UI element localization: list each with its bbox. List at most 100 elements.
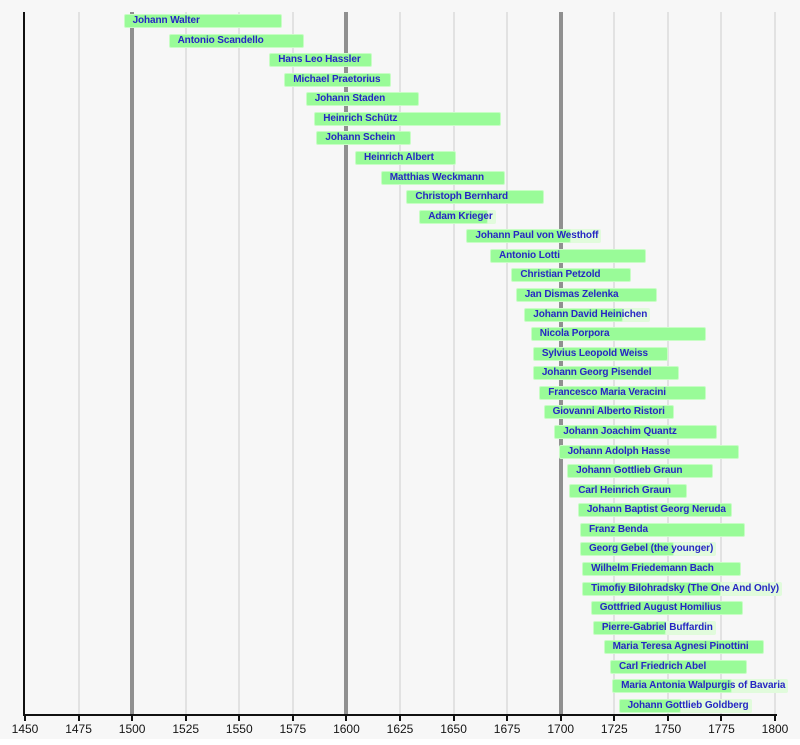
timeline-row: Adam Krieger Adam Krieger: [0, 209, 800, 226]
axis-tick: [774, 716, 776, 721]
axis-tick-label: 1625: [386, 722, 414, 736]
gridline-minor: [77, 12, 80, 714]
timeline-row: Francesco Maria Veracini Francesco Maria…: [0, 385, 800, 402]
bar-label: Giovanni Alberto Ristori: [552, 406, 665, 418]
timeline-row: Heinrich Albert Heinrich Albert: [0, 151, 800, 167]
timeline-row: Christoph Bernhard Christoph Bernhard: [0, 190, 800, 206]
timeline-bar: [582, 562, 741, 576]
bar-label: Johann Schein: [325, 132, 396, 144]
timeline-row: Hans Leo Hassler Hans Leo Hassler: [0, 53, 800, 69]
gridline-minor: [506, 12, 509, 714]
bottom-strip: [0, 739, 800, 745]
timeline-bar: [515, 288, 658, 302]
timeline-bar: [554, 425, 718, 439]
bar-label: Johann Baptist Georg Neruda: [586, 504, 726, 516]
bar-label: Sylvius Leopold Weiss: [541, 347, 648, 359]
timeline-bar: [603, 640, 765, 655]
timeline-row: Matthias Weckmann Matthias Weckmann: [0, 170, 800, 187]
timeline-row: Johann Adolph Hasse Johann Adolph Hasse: [0, 444, 800, 461]
timeline-bar: [406, 190, 544, 205]
axis-tick-label: 1675: [493, 722, 521, 736]
axis-tick: [184, 716, 187, 721]
bar-label: Christian Petzold: [520, 269, 601, 281]
bar-label: Franz Benda: [589, 523, 648, 535]
bar-label: Maria Antonia Walpurgis of Bavaria: [621, 680, 786, 692]
timeline-row: Maria Teresa Agnesi Pinottini Maria Tere…: [0, 640, 800, 656]
timeline-bar: [123, 14, 283, 28]
timeline-row: Johann Joachim Quantz Johann Joachim Qua…: [0, 425, 800, 441]
axis-tick: [506, 716, 509, 721]
timeline-bar: [590, 601, 743, 616]
timeline-row: Johann Gottlieb Graun Johann Gottlieb Gr…: [0, 464, 800, 480]
timeline-row: Antonio Lotti Antonio Lotti: [0, 248, 800, 265]
bar-label: Christoph Bernhard: [415, 191, 509, 203]
timeline-row: Giovanni Alberto Ristori Giovanni Albert…: [0, 405, 800, 421]
timeline-bar: [543, 405, 675, 420]
timeline-bar: [316, 131, 411, 146]
timeline-bar: [539, 385, 707, 400]
timeline-row: Antonio Scandello Antonio Scandello: [0, 33, 800, 50]
timeline-bar: [524, 307, 623, 322]
bar-label: Adam Krieger: [428, 210, 493, 222]
axis-tick: [131, 716, 134, 721]
timeline-bar: [580, 542, 675, 557]
bar-label: Antonio Lotti: [499, 249, 560, 261]
gridline-minor: [720, 12, 723, 714]
bar-label: Johann Joachim Quantz: [563, 426, 677, 437]
timeline-row: Johann Georg Pisendel Johann Georg Pisen…: [0, 366, 800, 382]
bar-label: Pierre-Gabriel Buffardin: [601, 621, 713, 633]
timeline-bar: [610, 659, 748, 674]
gridline-minor: [291, 12, 294, 714]
axis-tick-label: 1800: [761, 722, 789, 736]
axis-tick-label: 1525: [172, 722, 200, 736]
axis-tick-label: 1475: [65, 722, 92, 736]
timeline-bar: [530, 327, 707, 342]
timeline-bar: [577, 503, 733, 518]
bar-label: Johann Gottlieb Goldberg: [627, 700, 749, 711]
gridline-minor: [184, 12, 187, 714]
axis-tick-label: 1500: [118, 722, 146, 736]
timeline-row: Johann Walter Johann Walter: [0, 14, 800, 30]
bar-label: Matthias Weckmann: [389, 171, 484, 183]
axis-tick-label: 1575: [279, 722, 307, 736]
timeline-bar: [612, 679, 733, 694]
timeline-bar: [314, 111, 501, 126]
bar-label: Johann Staden: [314, 93, 386, 105]
timeline-row: Johann Schein Johann Schein: [0, 131, 800, 147]
timeline-bar: [511, 268, 632, 283]
timeline-row: Maria Antonia Walpurgis of Bavaria Maria…: [0, 679, 800, 695]
bar-label: Johann Gottlieb Graun: [576, 465, 683, 477]
timeline-row: Johann Paul von Westhoff Johann Paul von…: [0, 229, 800, 245]
bar-label: Timofiy Bilohradsky (The One And Only): [591, 582, 780, 594]
timeline-row: Johann Gottlieb Goldberg Johann Gottlieb…: [0, 699, 800, 715]
gridline-minor: [399, 12, 401, 714]
axis-tick-label: 1550: [225, 722, 253, 736]
bar-label: Antonio Scandello: [177, 34, 264, 46]
timeline-row: Carl Heinrich Graun Carl Heinrich Graun: [0, 483, 800, 500]
timeline-bar: [305, 92, 420, 107]
timeline-row: Nicola Porpora Nicola Porpora: [0, 327, 800, 343]
axis-tick: [720, 716, 723, 721]
timeline-bar: [569, 483, 688, 498]
axis-tick: [399, 716, 401, 721]
gridline-minor: [774, 12, 776, 714]
axis-tick: [345, 716, 348, 721]
x-axis-line: [23, 714, 777, 716]
timeline-bar: [168, 33, 304, 48]
timeline-bar: [269, 53, 373, 68]
axis-tick: [77, 716, 80, 721]
timeline-bar: [284, 72, 392, 87]
timeline-bar: [490, 248, 647, 263]
timeline-row: Jan Dismas Zelenka Jan Dismas Zelenka: [0, 288, 800, 304]
timeline-bar: [582, 581, 722, 596]
timeline-row: Johann David Heinichen Johann David Hein…: [0, 307, 800, 324]
bar-label: Heinrich Schütz: [323, 112, 398, 124]
axis-tick-label: 1650: [440, 722, 467, 736]
timeline-bar: [592, 620, 666, 635]
timeline-row: Christian Petzold Christian Petzold: [0, 268, 800, 284]
timeline-row: Heinrich Schütz Heinrich Schütz: [0, 111, 800, 128]
axis-tick: [613, 716, 616, 721]
axis-tick: [291, 716, 294, 721]
bar-label: Wilhelm Friedemann Bach: [591, 563, 714, 574]
